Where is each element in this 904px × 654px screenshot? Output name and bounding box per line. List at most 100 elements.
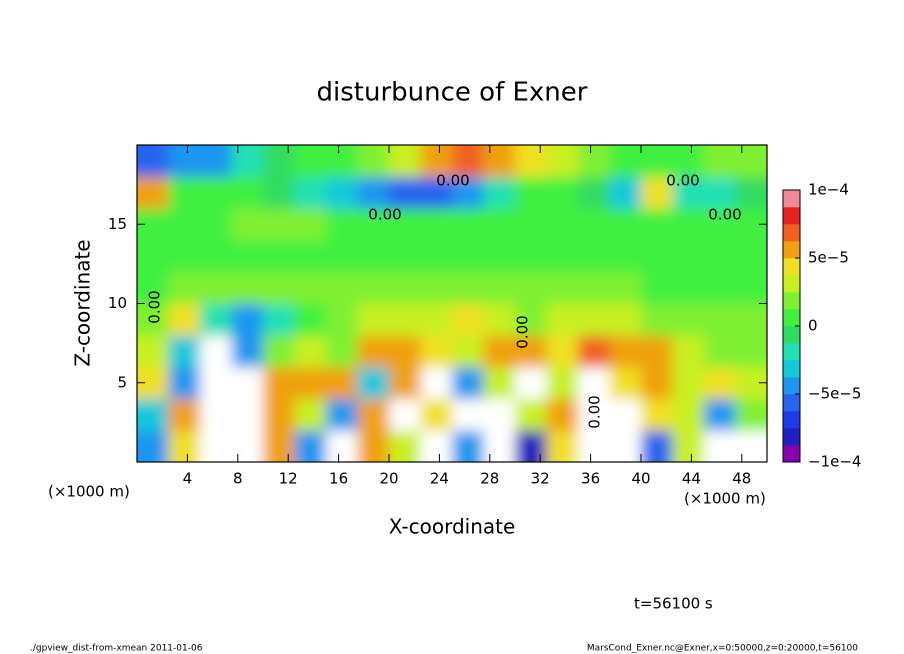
contour-label: 0.00 [146,290,164,323]
heat-cell [735,176,767,209]
heat-cell [609,366,642,400]
heat-cell [452,303,484,336]
heat-cell [420,145,453,178]
heat-cell [515,208,547,241]
heat-cell [515,366,547,400]
heat-cell [137,145,169,178]
heat-cell [200,335,232,368]
heat-cell [326,145,358,178]
x-tick-label: 32 [531,470,550,488]
heat-cell [168,208,201,241]
heat-cell [137,176,169,209]
heat-cell [263,366,295,400]
heat-cell [326,430,358,462]
heat-cell [483,208,516,241]
heat-cell [389,430,421,462]
heat-cell [357,271,390,304]
heat-cell [357,335,390,368]
heat-cell [231,366,264,400]
x-tick-label: 28 [480,470,499,488]
heat-cell [326,335,358,368]
heat-cell [515,271,547,304]
heat-cell [546,398,579,431]
heat-cell [357,398,390,431]
heat-cell [200,430,232,462]
heat-cell [137,398,169,431]
heat-cell [452,398,484,431]
colorbar-swatch [783,309,800,327]
heat-cell [200,366,232,400]
heat-cell [294,335,327,368]
heat-cell [672,176,705,209]
heat-cell [168,176,201,209]
heat-cell [452,335,484,368]
heat-cell [389,398,421,431]
heat-cell [137,335,169,368]
heat-cell [326,271,358,304]
heat-cell [263,430,295,462]
heat-cell [389,145,421,178]
heat-cell [483,366,516,400]
heat-cell [546,335,579,368]
heat-cell [672,240,705,273]
colorbar-swatch [783,445,800,463]
heat-cell [641,208,673,241]
heat-cell [200,240,232,273]
heat-cell [231,208,264,241]
field [137,145,767,462]
heat-cell [168,145,201,178]
heat-cell [263,176,295,209]
heat-cell [546,366,579,400]
heat-cell [609,145,642,178]
heat-cell [483,271,516,304]
heat-cell [704,430,736,462]
heat-cell [263,240,295,273]
heat-cell [735,398,767,431]
heat-cell [483,430,516,462]
heat-cell [578,303,610,336]
x-tick-label: 12 [279,470,298,488]
heat-cell [672,335,705,368]
heat-cell [704,176,736,209]
heat-cell [326,366,358,400]
heat-cell [263,303,295,336]
heat-cell [389,240,421,273]
heat-cell [452,208,484,241]
heat-cell [200,145,232,178]
heat-cell [420,335,453,368]
heat-cell [420,303,453,336]
heat-cell [735,430,767,462]
heat-cell [578,271,610,304]
heat-cell [578,398,610,431]
heat-cell [546,240,579,273]
contour-label: 0.00 [436,172,469,190]
heat-cell [515,145,547,178]
heat-cell [735,145,767,178]
contour-label: 0.00 [514,315,532,348]
colorbar-swatch [783,411,800,429]
heat-cell [357,303,390,336]
heat-cell [294,398,327,431]
heat-cell [483,398,516,431]
heat-cell [294,145,327,178]
y-axis-label: Z-coordinate [71,239,95,366]
heat-cell [294,366,327,400]
heat-cell [609,303,642,336]
y-tick-label: 5 [117,373,127,391]
x-tick-label: 16 [329,470,348,488]
heat-cell [735,271,767,304]
heat-cell [704,366,736,400]
heat-cell [200,398,232,431]
colorbar-swatch [783,190,800,208]
colorbar-swatch [783,394,800,412]
heat-cell [168,303,201,336]
heat-cell [357,240,390,273]
heat-cell [452,176,484,209]
heat-cell [546,176,579,209]
heat-cell [452,430,484,462]
heat-cell [263,145,295,178]
heat-cell [452,366,484,400]
heat-cell [168,335,201,368]
x-axis-label: X-coordinate [389,515,516,539]
